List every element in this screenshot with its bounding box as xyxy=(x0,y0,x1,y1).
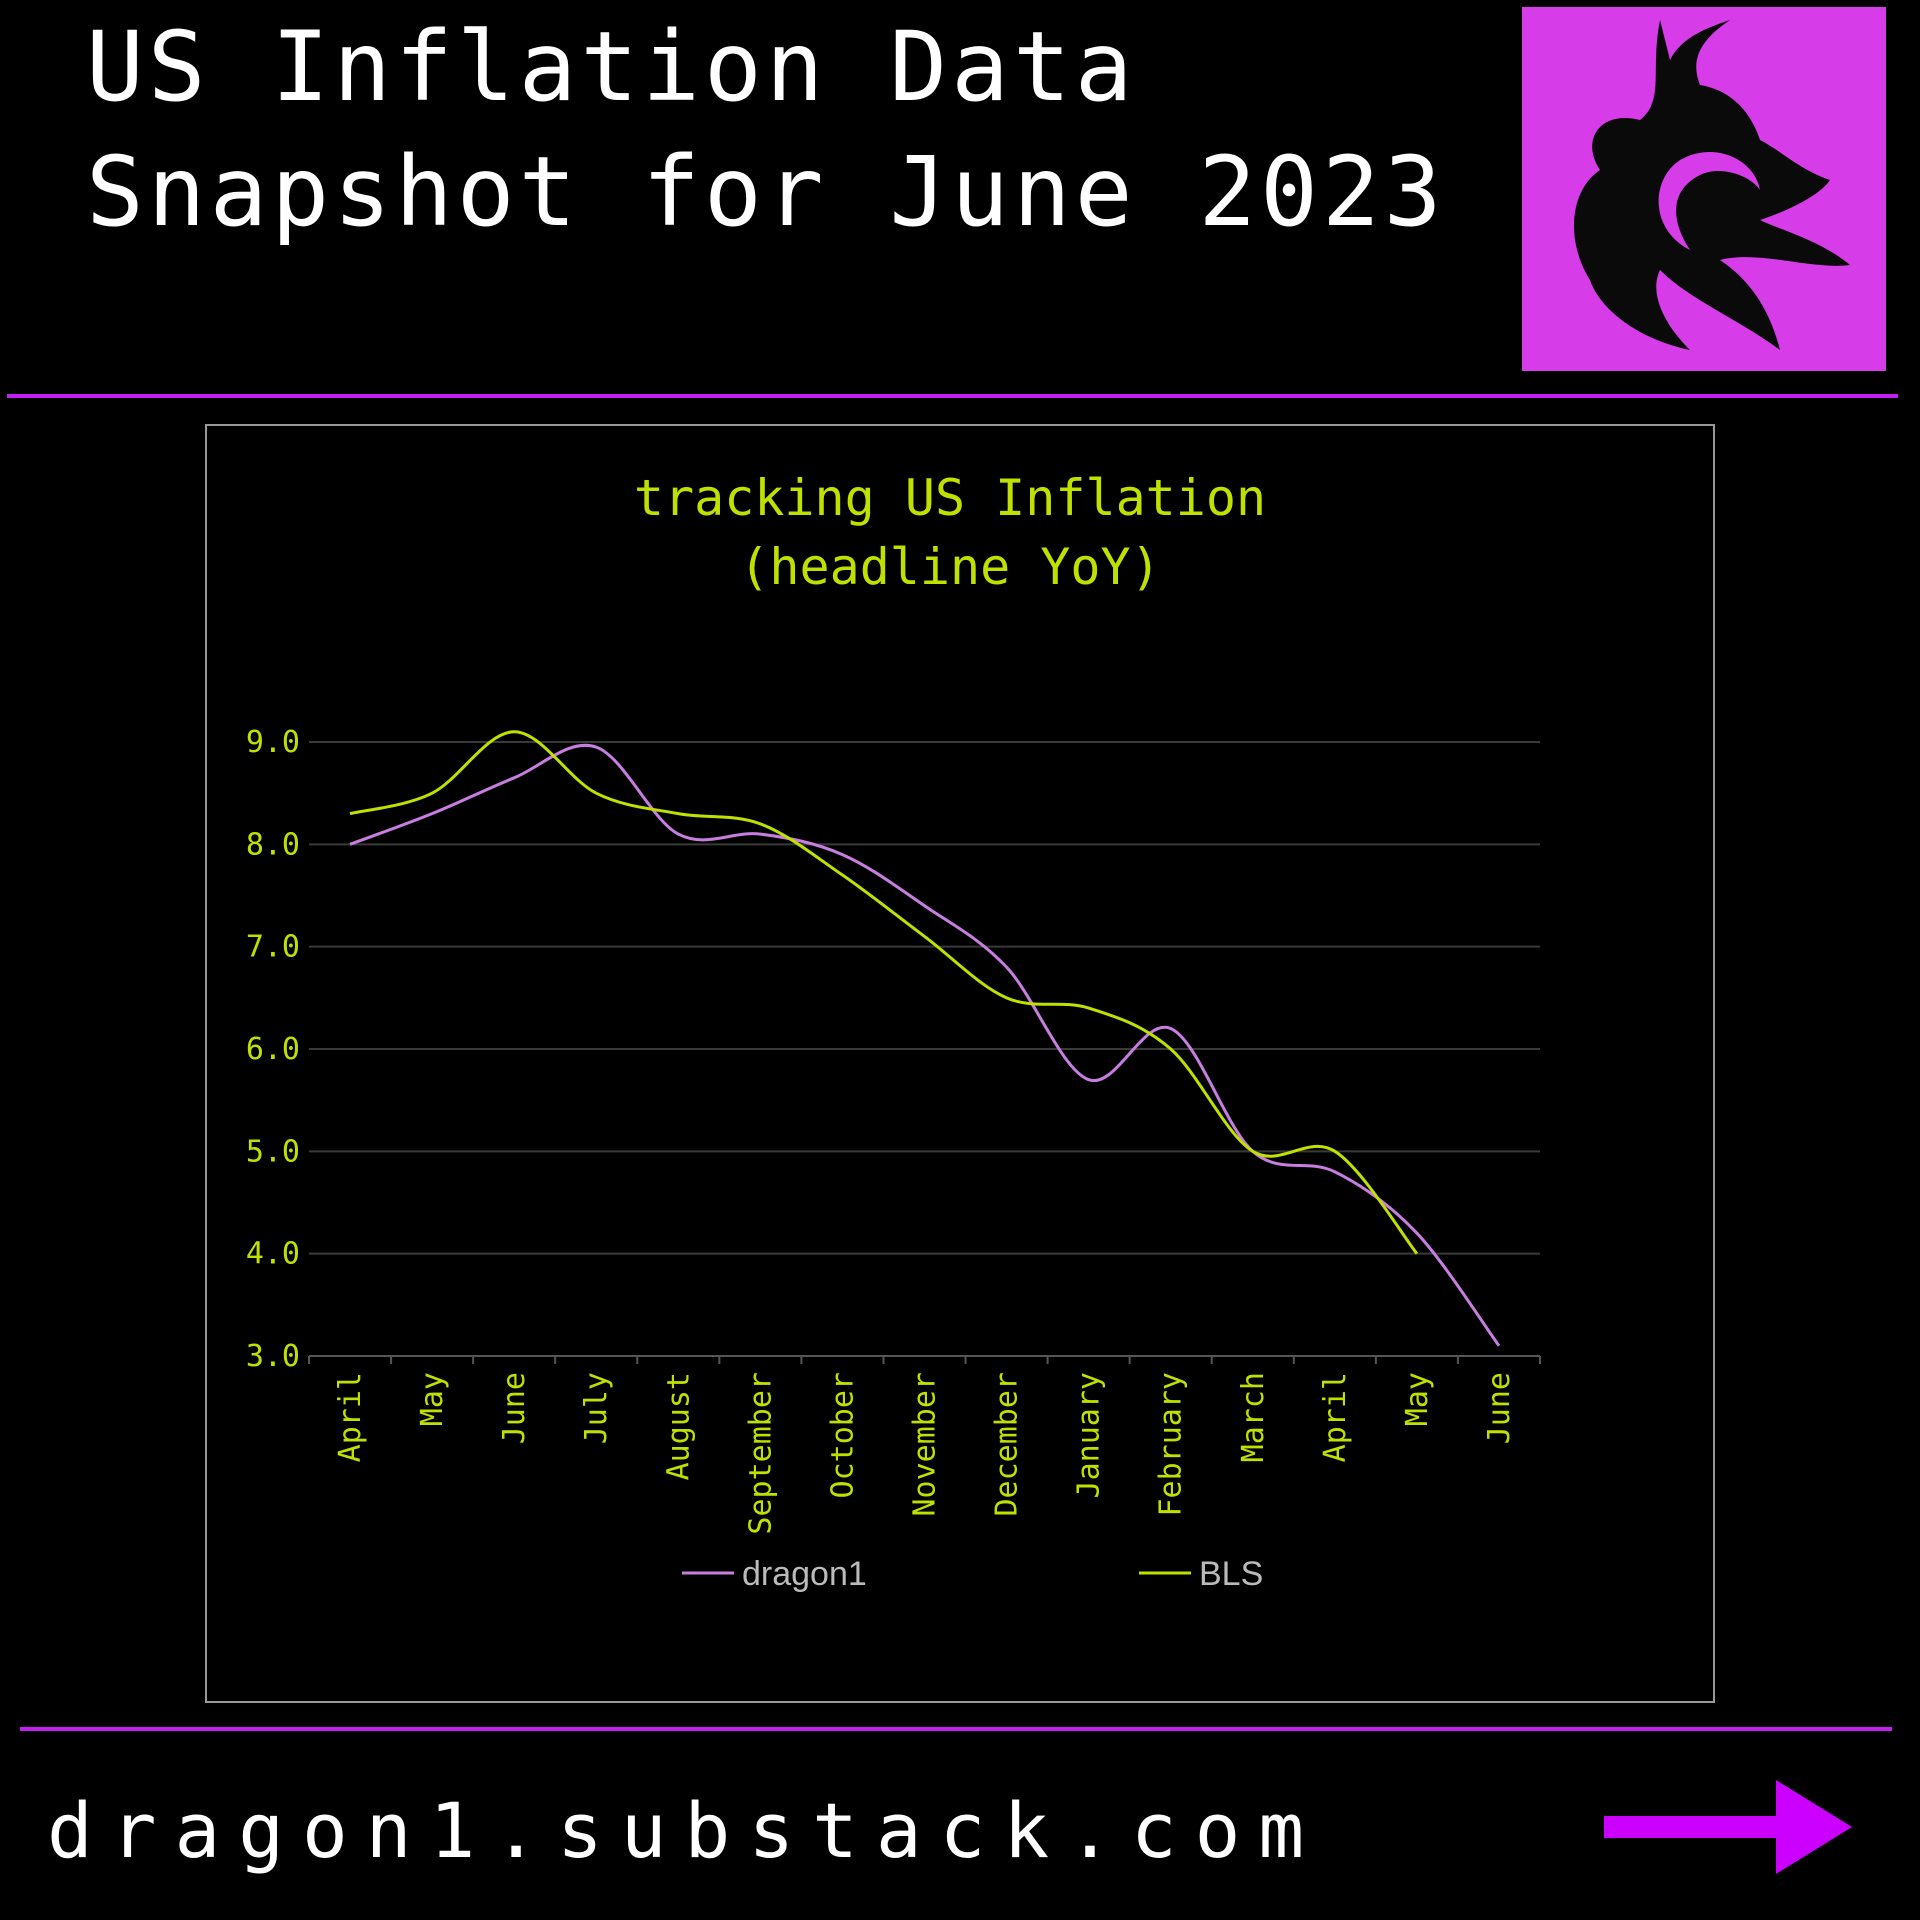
arrow-head xyxy=(1776,1780,1852,1874)
x-tick-label: October xyxy=(825,1372,860,1498)
logo-detail xyxy=(1658,151,1760,250)
y-tick-label: 9.0 xyxy=(246,725,300,760)
x-tick-label: March xyxy=(1236,1372,1271,1462)
x-tick-label: June xyxy=(497,1372,532,1444)
logo xyxy=(1522,7,1886,371)
arrow-shaft xyxy=(1604,1816,1784,1838)
x-tick-label: April xyxy=(1318,1372,1353,1462)
legend-label: dragon1 xyxy=(742,1555,867,1593)
plot: 3.0 4.0 5.0 6.0 7.0 8.0 9.0 April May June July Aug… xyxy=(246,725,1541,1593)
x-tick-label: May xyxy=(1400,1372,1435,1426)
x-tick-label: June xyxy=(1482,1372,1517,1444)
x-tick-label: February xyxy=(1154,1372,1189,1517)
header-title: US Inflation Data xyxy=(86,11,1137,123)
header-title: Snapshot for June 2023 xyxy=(86,136,1446,248)
y-tick-label: 4.0 xyxy=(246,1237,300,1272)
arrow xyxy=(1604,1780,1852,1874)
chart-subtitle: (headline YoY) xyxy=(739,538,1160,596)
y-tick-label: 3.0 xyxy=(246,1339,300,1374)
y-tick-label: 8.0 xyxy=(246,827,300,862)
x-tick-label: August xyxy=(661,1372,696,1480)
chart-frame xyxy=(205,424,1715,1703)
legend-label: BLS xyxy=(1199,1555,1263,1593)
x-tick-label: April xyxy=(333,1372,368,1462)
x-tick-label: December xyxy=(990,1372,1025,1517)
data-line xyxy=(349,730,1419,1255)
y-tick-label: 5.0 xyxy=(246,1134,300,1169)
x-tick-label: July xyxy=(579,1372,614,1444)
y-tick-label: 7.0 xyxy=(246,930,300,965)
chart-title: tracking US Inflation xyxy=(634,469,1266,527)
x-tick-label: May xyxy=(415,1372,450,1426)
data-line xyxy=(349,743,1501,1347)
x-tick-label: January xyxy=(1072,1372,1107,1498)
footer-url: dragon1.substack.com xyxy=(47,1786,1322,1875)
x-tick-label: September xyxy=(743,1372,778,1535)
x-tick-label: November xyxy=(908,1372,943,1517)
logo-dragon xyxy=(1573,20,1850,350)
y-tick-label: 6.0 xyxy=(246,1032,300,1067)
